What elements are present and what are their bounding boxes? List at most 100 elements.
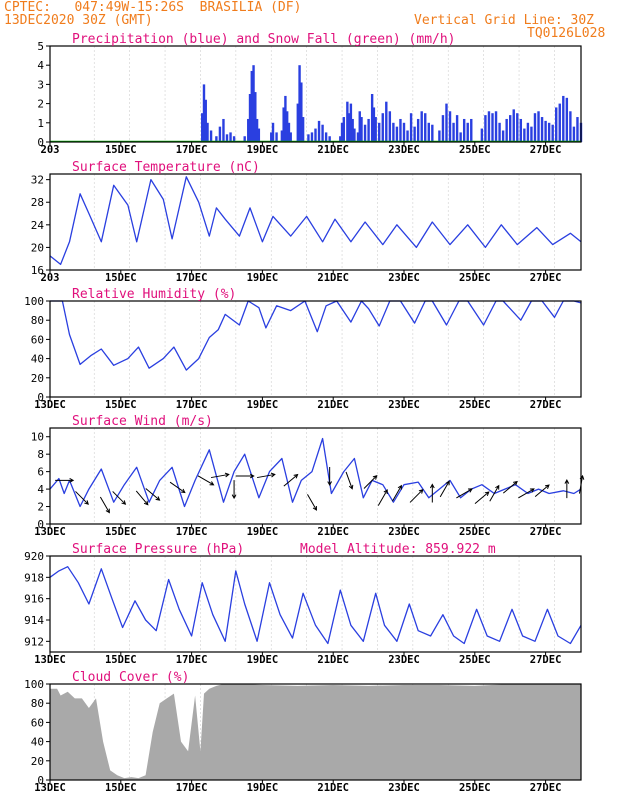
wind-panel: 0 2 4 6 8 10 13DEC 15DEC 17DEC 19DEC 21DEC 23DEC 25D… bbox=[31, 414, 585, 538]
wind-x-tick-label: 19DEC bbox=[247, 526, 279, 538]
precip-y-tick-label: 0 bbox=[37, 136, 44, 149]
precip-bar bbox=[547, 122, 551, 142]
wind-arrow bbox=[169, 481, 186, 494]
wind-arrow bbox=[363, 475, 378, 489]
pres-x-tick-label: 17DEC bbox=[176, 654, 208, 666]
precip-bar bbox=[209, 130, 213, 142]
wind-arrow bbox=[391, 484, 402, 502]
temp-panel: 16 20 24 28 32 203 15DEC 17DEC 19DEC 21DEC 23DEC 25… bbox=[31, 160, 582, 284]
temp-x-tick-label: 25DEC bbox=[459, 272, 491, 284]
rh-y-tick-label: 60 bbox=[31, 333, 44, 346]
rh-x-tick-label: 23DEC bbox=[388, 399, 420, 411]
temp-x-tick-label: 203 bbox=[41, 272, 60, 284]
precip-bar bbox=[448, 111, 452, 142]
precip-bar bbox=[243, 136, 246, 142]
precip-bar bbox=[505, 118, 508, 142]
precip-bar bbox=[255, 118, 259, 142]
precip-bar bbox=[406, 130, 409, 142]
temp-x-tick-label: 23DEC bbox=[388, 272, 420, 284]
pres-y-tick-label: 914 bbox=[24, 614, 44, 627]
precip-bar bbox=[289, 132, 292, 142]
header-location: CPTEC: 047:49W-15:26S BRASILIA (DF) bbox=[4, 0, 302, 15]
precip-bar bbox=[301, 117, 305, 142]
wind-arrow bbox=[210, 472, 230, 479]
precip-bar bbox=[204, 99, 207, 142]
precip-bar bbox=[247, 118, 250, 142]
precip-bar bbox=[339, 136, 342, 142]
pres-title: Surface Pressure (hPa) bbox=[72, 542, 244, 557]
precip-bar bbox=[321, 124, 324, 142]
temp-x-tick-label: 15DEC bbox=[105, 272, 137, 284]
wind-arrow bbox=[75, 491, 89, 505]
wind-arrow bbox=[518, 488, 535, 499]
precip-bar bbox=[466, 122, 469, 142]
precip-bar bbox=[257, 128, 261, 142]
precip-bar bbox=[349, 103, 353, 142]
precip-bar bbox=[270, 132, 273, 142]
wind-arrow bbox=[231, 480, 237, 500]
precip-bar bbox=[360, 117, 363, 142]
header-code: TQ0126L028 bbox=[527, 26, 606, 41]
precip-bar bbox=[438, 130, 441, 142]
temp-x-tick-label: 27DEC bbox=[530, 272, 562, 284]
precip-bar bbox=[409, 113, 413, 142]
precip-bar bbox=[551, 124, 554, 142]
rh-x-tick-label: 13DEC bbox=[34, 399, 66, 411]
precip-bar bbox=[342, 117, 346, 142]
header-grid-line: Vertical Grid Line: 30Z bbox=[414, 13, 595, 28]
cloud-cover-area bbox=[50, 684, 581, 780]
wind-frame bbox=[49, 427, 582, 525]
wind-arrow bbox=[377, 489, 388, 506]
precip-bar bbox=[340, 122, 344, 142]
cloud-x-tick-label: 25DEC bbox=[459, 782, 491, 794]
rh-x-tick-label: 25DEC bbox=[459, 399, 491, 411]
cloud-x-tick-label: 23DEC bbox=[388, 782, 420, 794]
precip-bar bbox=[307, 134, 310, 142]
precip-bar bbox=[385, 101, 388, 142]
precip-bar bbox=[252, 65, 255, 142]
cloud-x-tick-label: 13DEC bbox=[34, 782, 66, 794]
precip-bar bbox=[512, 109, 515, 142]
precip-bar bbox=[533, 113, 537, 142]
rh-y-tick-label: 0 bbox=[37, 391, 44, 404]
cloud-y-tick-label: 80 bbox=[31, 697, 44, 710]
rh-y-tick-label: 100 bbox=[24, 295, 44, 308]
precip-bar bbox=[487, 111, 491, 142]
wind-series-line bbox=[49, 437, 582, 508]
precip-bar bbox=[328, 136, 331, 142]
precip-bar bbox=[225, 134, 229, 142]
precip-bar bbox=[558, 103, 561, 142]
pres-x-tick-label: 15DEC bbox=[105, 654, 137, 666]
cloud-y-tick-label: 40 bbox=[31, 736, 44, 749]
wind-x-tick-label: 17DEC bbox=[176, 526, 208, 538]
wind-x-tick-label: 15DEC bbox=[105, 526, 137, 538]
precip-bar bbox=[562, 95, 565, 142]
precip-bar bbox=[300, 82, 303, 142]
wind-arrow bbox=[429, 483, 435, 503]
rh-x-tick-label: 27DEC bbox=[530, 399, 562, 411]
precip-bar bbox=[544, 120, 547, 142]
cloud-frame bbox=[49, 683, 582, 781]
rh-title: Relative Humidity (%) bbox=[72, 287, 236, 302]
precip-panel: 0 1 2 3 4 5 203 15DEC 17DEC 19DEC 21DEC 23DEC 25DEC 2… bbox=[37, 32, 583, 156]
rh-panel: 0 20 40 60 80 100 13DEC 15DEC 17DEC 19DEC 21DEC 23D… bbox=[24, 287, 582, 411]
precip-bar bbox=[413, 126, 416, 142]
temp-x-tick-label: 19DEC bbox=[247, 272, 279, 284]
wind-x-tick-label: 23DEC bbox=[388, 526, 420, 538]
precip-bar bbox=[494, 111, 498, 142]
pres-y-tick-label: 916 bbox=[24, 593, 44, 606]
wind-x-tick-label: 27DEC bbox=[530, 526, 562, 538]
precip-x-tick-label: 21DEC bbox=[317, 144, 349, 156]
precip-bar bbox=[402, 122, 406, 142]
precip-bar bbox=[491, 113, 494, 142]
precip-bar bbox=[248, 94, 252, 142]
wind-arrow bbox=[283, 473, 299, 487]
precip-bar bbox=[424, 113, 427, 142]
temp-x-tick-label: 17DEC bbox=[176, 272, 208, 284]
precip-bar bbox=[284, 95, 287, 142]
cloud-y-tick-label: 0 bbox=[37, 774, 44, 787]
cloud-x-tick-label: 15DEC bbox=[105, 782, 137, 794]
wind-arrow bbox=[564, 479, 570, 499]
precip-bar bbox=[395, 126, 399, 142]
